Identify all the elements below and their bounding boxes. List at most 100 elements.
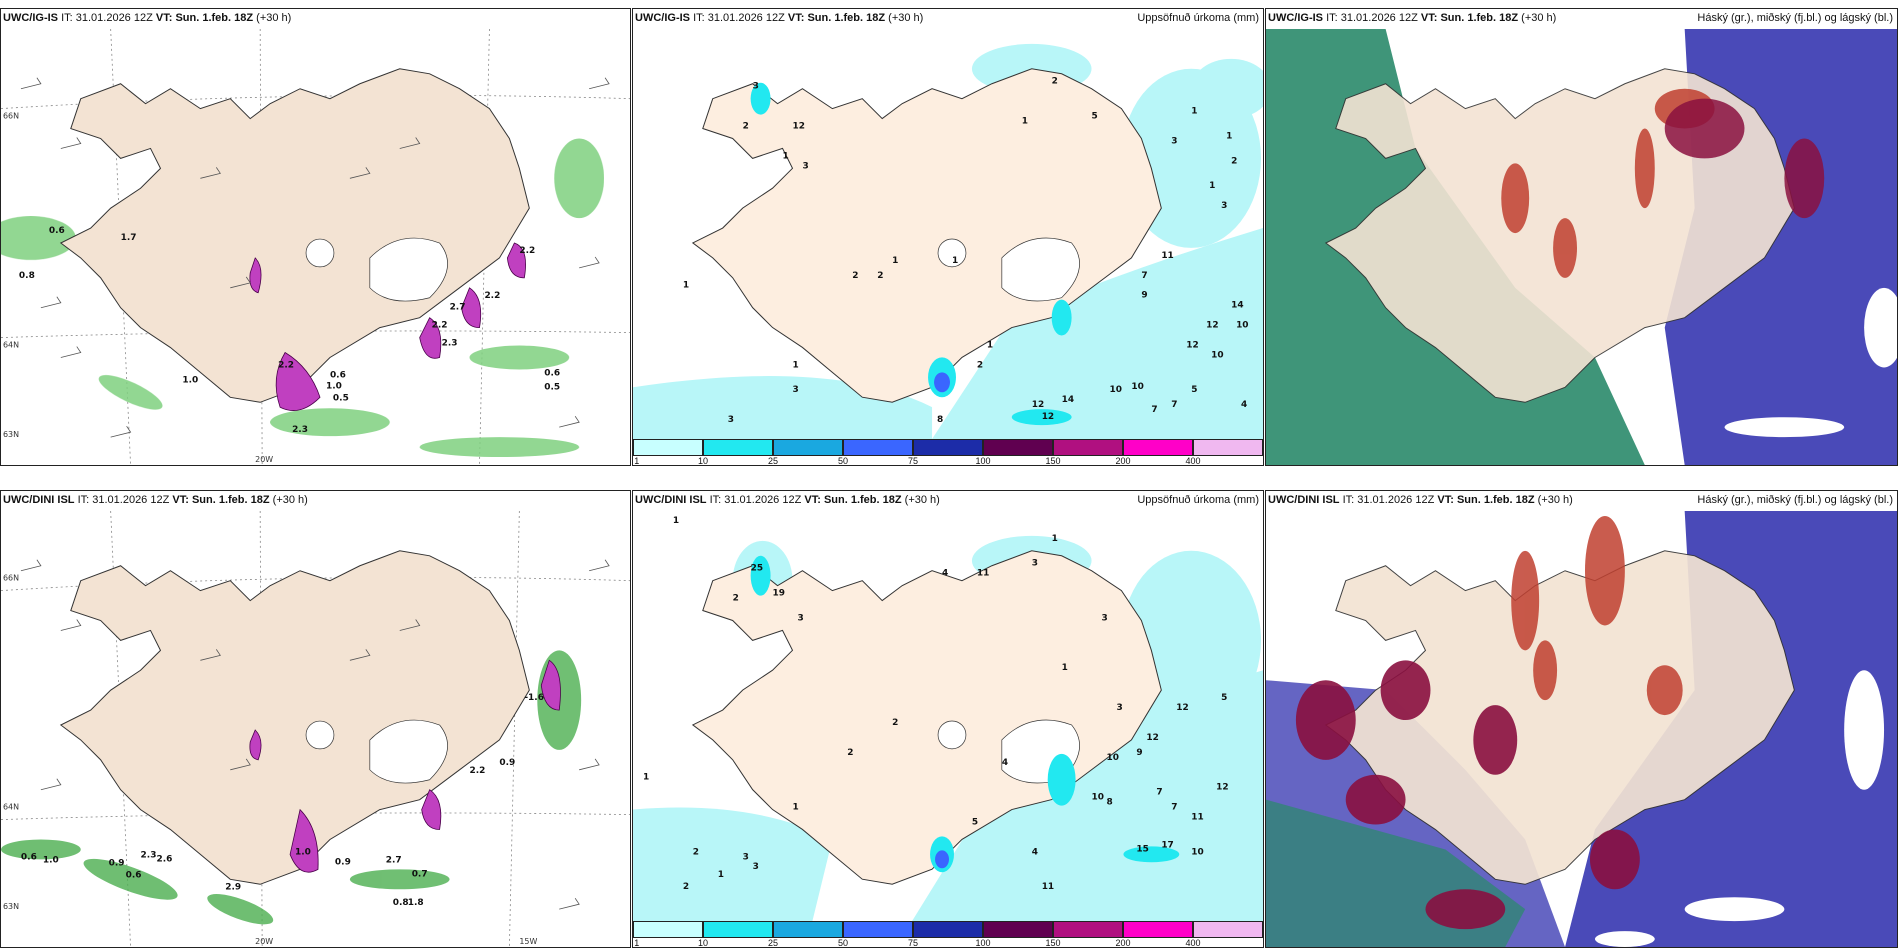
panel-header: UWC/IG-IS IT: 31.01.2026 12Z VT: Sun. 1.… bbox=[1268, 11, 1893, 27]
lat-label: 63N bbox=[3, 430, 19, 439]
it-label: IT: bbox=[693, 12, 705, 24]
value-label: 2 bbox=[683, 882, 689, 892]
lon-label: 20W bbox=[255, 455, 273, 464]
panel-header: UWC/DINI ISL IT: 31.01.2026 12Z VT: Sun.… bbox=[3, 493, 626, 509]
value-label: 7 bbox=[1156, 788, 1162, 798]
value-label: 3 bbox=[1171, 136, 1177, 146]
colorbar-cell bbox=[702, 439, 773, 456]
it-label: IT: bbox=[709, 494, 722, 506]
value-label: 2 bbox=[1231, 156, 1237, 166]
value-label: 8 bbox=[937, 415, 943, 425]
value-label: 2 bbox=[1052, 77, 1058, 87]
value-label: 0.5 bbox=[544, 382, 560, 392]
clear-patches bbox=[1594, 670, 1885, 947]
colorbar: 1 10 25 50 75 100 150 200 400 bbox=[633, 439, 1263, 465]
colorbar-cell bbox=[633, 921, 703, 938]
lead-time: (+30 h) bbox=[1521, 12, 1557, 24]
value-label: 25 bbox=[751, 564, 763, 574]
init-time: 31.01.2026 12Z bbox=[707, 12, 785, 24]
colorbar: 1 10 25 50 75 100 150 200 400 bbox=[633, 921, 1263, 947]
colorbar-cell bbox=[1053, 921, 1123, 938]
init-time: 31.01.2026 12Z bbox=[1357, 494, 1435, 506]
colorbar-tick-label: 25 bbox=[767, 456, 778, 466]
value-label: 3 bbox=[1032, 559, 1038, 569]
value-label: 0.9 bbox=[499, 758, 515, 768]
precip-map: 1 2 25 19 3 4 11 3 1 3 1 2 2 1 3 2 1 5 4… bbox=[633, 511, 1263, 921]
lat-label: 63N bbox=[3, 902, 19, 911]
map-title: Háský (gr.), miðský (fj.bl.) og lágský (… bbox=[1697, 494, 1893, 506]
value-label: 12 bbox=[1146, 733, 1158, 743]
lead-time: (+30 h) bbox=[1537, 494, 1573, 506]
map-title: Uppsöfnuð úrkoma (mm) bbox=[1137, 494, 1259, 506]
value-label: 1.7 bbox=[121, 233, 137, 243]
colorbar-tick-label: 50 bbox=[837, 456, 849, 466]
iceland-land bbox=[691, 550, 1162, 885]
panel-precip-dini: UWC/DINI ISL IT: 31.01.2026 12Z VT: Sun.… bbox=[632, 490, 1264, 948]
value-label: 1 bbox=[792, 803, 798, 813]
init-time: 31.01.2026 12Z bbox=[75, 12, 153, 24]
lat-label: 64N bbox=[3, 803, 19, 812]
iceland-land bbox=[691, 68, 1162, 403]
valid-time: Sun. 1.feb. 18Z bbox=[175, 12, 254, 24]
value-label: 2.6 bbox=[157, 854, 173, 864]
panel-cloud-dini: UWC/DINI ISL IT: 31.01.2026 12Z VT: Sun.… bbox=[1265, 490, 1898, 948]
value-label: 3 bbox=[797, 613, 803, 623]
colorbar-cell bbox=[702, 921, 773, 938]
model-name: UWC/IG-IS bbox=[3, 12, 58, 24]
value-label: 5 bbox=[1221, 693, 1227, 703]
value-label: 3 bbox=[792, 385, 798, 395]
glacier-patches bbox=[305, 237, 448, 302]
value-label: 2 bbox=[977, 360, 983, 370]
valid-time: Sun. 1.feb. 18Z bbox=[191, 494, 270, 506]
colorbar-tick-label: 10 bbox=[697, 456, 708, 466]
colorbar-cell bbox=[912, 439, 983, 456]
glacier-patches bbox=[305, 719, 448, 784]
wind-barbs bbox=[20, 77, 610, 438]
vt-label: VT: bbox=[804, 494, 821, 506]
cloud-map bbox=[1266, 29, 1897, 465]
value-label: 3 bbox=[1116, 703, 1122, 713]
panel-cloud-igis: UWC/IG-IS IT: 31.01.2026 12Z VT: Sun. 1.… bbox=[1265, 8, 1898, 466]
vt-label: VT: bbox=[1420, 12, 1438, 24]
value-label: 3 bbox=[802, 161, 808, 171]
iceland-land bbox=[59, 68, 530, 403]
colorbar-cell bbox=[983, 921, 1053, 938]
value-label: -1.6 bbox=[524, 693, 544, 703]
panel-wind-dini: UWC/DINI ISL IT: 31.01.2026 12Z VT: Sun.… bbox=[0, 490, 631, 948]
init-time: 31.01.2026 12Z bbox=[1340, 12, 1418, 24]
value-label: 1 bbox=[892, 256, 898, 266]
value-label: 7 bbox=[1171, 803, 1177, 813]
colorbar-tick-label: 75 bbox=[907, 938, 918, 948]
value-label: 3 bbox=[743, 852, 749, 862]
colorbar-cell bbox=[772, 921, 843, 938]
value-label: 10 bbox=[1106, 753, 1118, 763]
colorbar-tick-label: 10 bbox=[697, 938, 708, 948]
cloud-map-svg bbox=[1266, 29, 1897, 465]
lead-time: (+30 h) bbox=[904, 494, 940, 506]
vt-label: VT: bbox=[155, 12, 173, 24]
colorbar-cell bbox=[1123, 921, 1193, 938]
map-title: Háský (gr.), miðský (fj.bl.) og lágský (… bbox=[1697, 12, 1893, 24]
colorbar-cell bbox=[1192, 439, 1263, 456]
value-label: 4 bbox=[1032, 847, 1038, 857]
value-label: 12 bbox=[792, 122, 804, 132]
value-label: 0.9 bbox=[109, 858, 125, 868]
value-label: 1.0 bbox=[43, 855, 59, 865]
value-label: 11 bbox=[1191, 813, 1203, 823]
value-label: 14 bbox=[1231, 301, 1243, 311]
map-title: Uppsöfnuð úrkoma (mm) bbox=[1137, 12, 1259, 24]
value-label: 4 bbox=[1241, 400, 1247, 410]
value-label: 2.7 bbox=[450, 303, 466, 313]
value-label: 12 bbox=[1032, 400, 1044, 410]
model-name: UWC/IG-IS bbox=[1268, 12, 1323, 24]
value-label: 4 bbox=[942, 569, 948, 579]
clear-patches bbox=[1724, 287, 1897, 438]
lat-label: 66N bbox=[3, 574, 19, 583]
value-label: 1 bbox=[683, 281, 689, 291]
value-label: 9 bbox=[1136, 748, 1142, 758]
lead-time: (+30 h) bbox=[256, 12, 292, 24]
glacier-outline bbox=[937, 237, 1080, 302]
value-label: 12 bbox=[1176, 703, 1188, 713]
colorbar-cell bbox=[1192, 921, 1263, 938]
value-label: 3 bbox=[1221, 201, 1227, 211]
